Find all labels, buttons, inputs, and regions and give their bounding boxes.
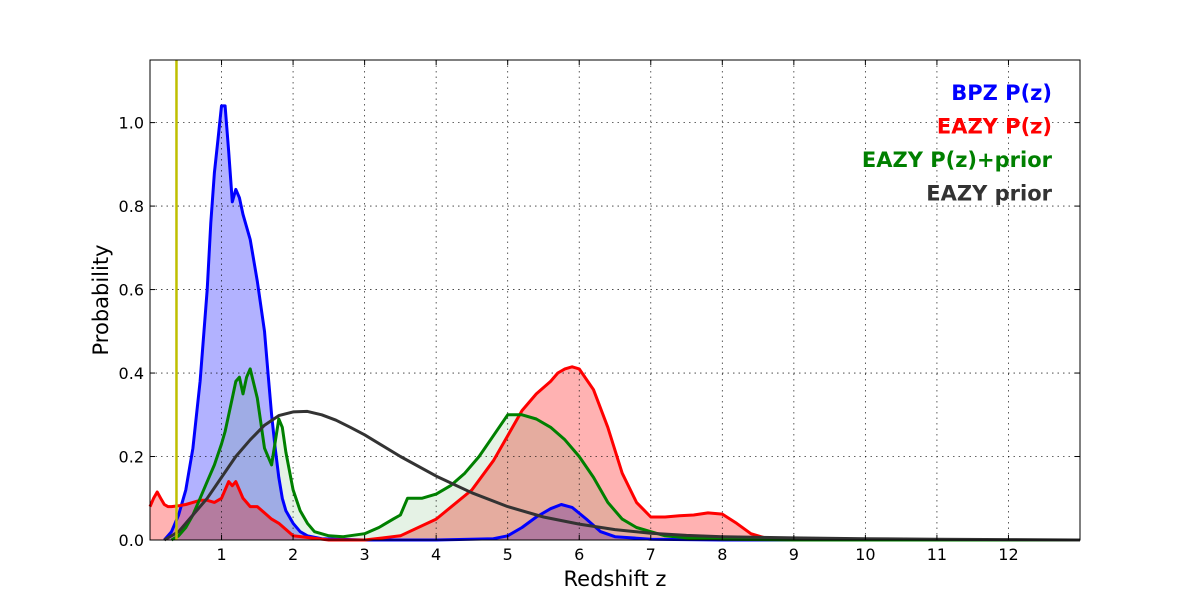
x-tick-label: 6 — [574, 545, 584, 564]
series-fill-eazy-p-z-prior — [171, 368, 1080, 540]
x-tick-label: 1 — [216, 545, 226, 564]
x-tick-label: 8 — [717, 545, 727, 564]
y-tick-label: 0.6 — [119, 281, 144, 300]
plot-frame — [149, 59, 1081, 541]
y-tick-label: 0.2 — [119, 448, 144, 467]
y-axis-ticks: 0.0 0.2 0.4 0.6 0.8 1.0 — [119, 114, 1080, 550]
grid-lines — [150, 60, 1080, 540]
x-tick-label: 10 — [855, 545, 875, 564]
y-tick-label: 1.0 — [119, 114, 144, 133]
y-tick-label: 0.4 — [119, 364, 144, 383]
legend-entry-bpz-p-z: BPZ P(z) — [951, 81, 1052, 105]
x-tick-label: 7 — [646, 545, 656, 564]
y-tick-label: 0.8 — [119, 197, 144, 216]
y-tick-label: 0.0 — [119, 531, 144, 550]
x-tick-label: 2 — [288, 545, 298, 564]
legend-entry-eazy-prior: EAZY prior — [926, 182, 1052, 206]
legend-entry-eazy-p-z-prior: EAZY P(z)+prior — [862, 148, 1053, 172]
x-tick-label: 4 — [431, 545, 441, 564]
x-tick-label: 12 — [998, 545, 1018, 564]
y-axis-label: Probability — [89, 244, 113, 355]
x-axis-label: Redshift z — [564, 567, 667, 591]
legend-entry-eazy-p-z: EAZY P(z) — [937, 115, 1052, 139]
x-axis-ticks: 1 2 3 4 5 6 7 8 9 10 11 12 — [216, 60, 1019, 564]
series-line-eazy-p-z-prior — [170, 367, 1080, 542]
legend: BPZ P(z) EAZY P(z) EAZY P(z)+prior EAZY pri… — [862, 81, 1053, 206]
x-tick-label: 5 — [503, 545, 513, 564]
series-fill-bpz-p-z — [164, 105, 1081, 541]
x-tick-label: 11 — [927, 545, 947, 564]
series-lines — [148, 104, 1081, 542]
series-line-bpz-p-z — [163, 104, 1080, 542]
x-tick-label: 9 — [789, 545, 799, 564]
series-line-eazy-prior — [163, 409, 1081, 542]
x-tick-label: 3 — [360, 545, 370, 564]
